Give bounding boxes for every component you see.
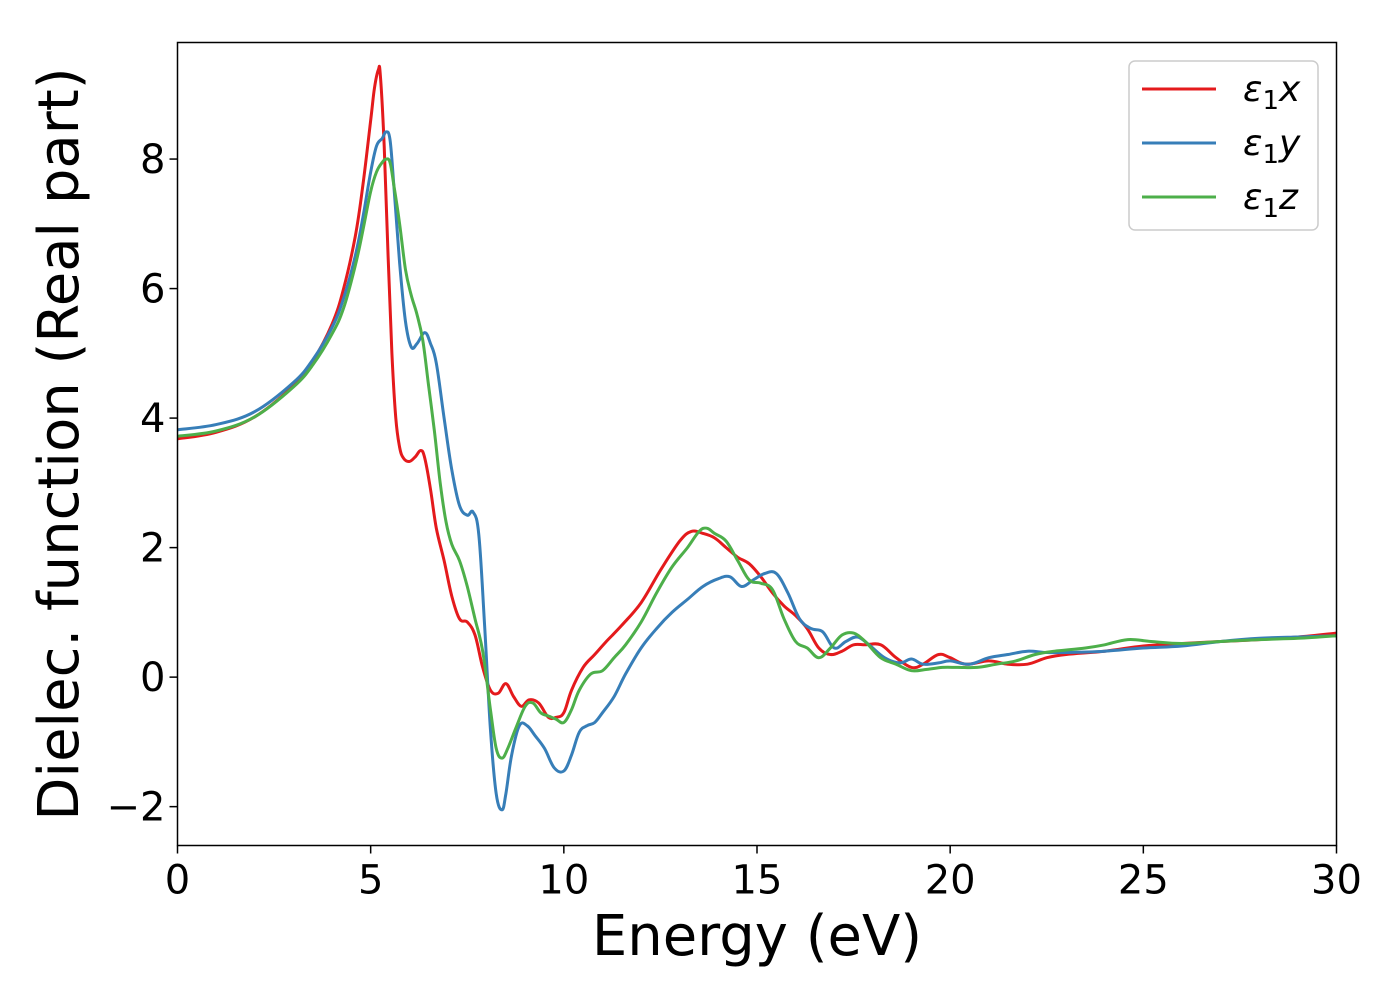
x-axis-label: Energy (eV)	[592, 904, 922, 969]
y-tick-label: 2	[140, 526, 165, 572]
y-tick-label: 6	[140, 267, 165, 313]
x-tick-label: 15	[732, 858, 783, 904]
x-axis: 0 5 10 15 20 25 30	[165, 845, 1362, 904]
series-layer	[177, 64, 1337, 812]
legend: ε1x ε1y ε1z	[1128, 60, 1319, 231]
legend-box	[1128, 60, 1319, 231]
x-tick-label: 30	[1311, 858, 1362, 904]
y-tick-label: −2	[107, 785, 166, 831]
y-axis-label: Dielec. function (Real part)	[27, 67, 92, 820]
legend-label-x: ε1x	[1243, 69, 1301, 116]
series-line-z	[177, 157, 1337, 760]
y-tick-label: 8	[140, 137, 165, 183]
x-tick-label: 10	[538, 858, 589, 904]
y-axis: −2 0 2 4 6 8	[107, 137, 178, 831]
y-tick-label: 0	[140, 655, 165, 701]
legend-label-y: ε1y	[1243, 123, 1301, 170]
series-line-x	[177, 64, 1337, 721]
y-tick-label: 4	[140, 396, 165, 442]
x-tick-label: 25	[1118, 858, 1169, 904]
x-tick-label: 0	[165, 858, 190, 904]
legend-label-z: ε1z	[1243, 177, 1299, 224]
x-tick-label: 20	[925, 858, 976, 904]
x-tick-label: 5	[358, 858, 383, 904]
